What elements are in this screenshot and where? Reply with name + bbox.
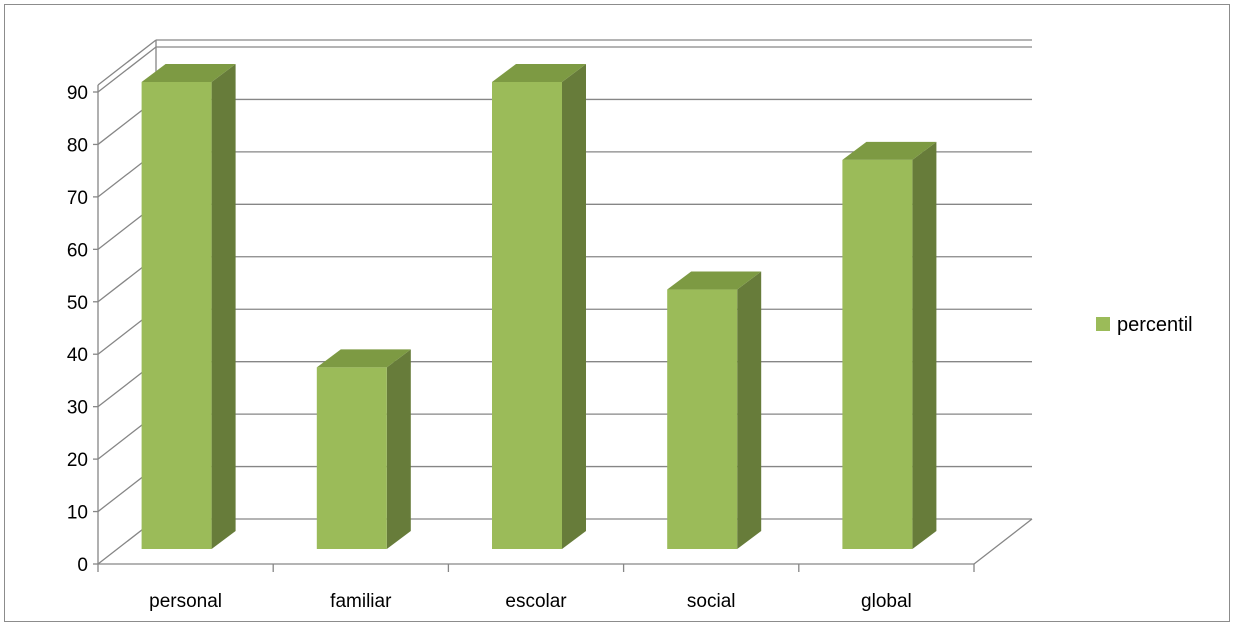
x-category-label: escolar xyxy=(505,591,567,612)
legend: percentil xyxy=(1096,314,1193,336)
y-tick-label: 10 xyxy=(67,503,88,524)
y-tick-label: 30 xyxy=(67,398,88,419)
floor-right-edge xyxy=(973,518,1033,565)
y-tick-label: 90 xyxy=(67,83,88,104)
bar-top xyxy=(492,64,586,82)
y-tick-label: 20 xyxy=(67,450,88,471)
bar-side xyxy=(737,271,762,549)
labels: 0 10 20 30 40 50 60 70 80 90 personal familiar escol… xyxy=(67,83,912,612)
x-category-label: social xyxy=(687,591,736,612)
x-category-label: global xyxy=(861,591,912,612)
y-tick-label: 80 xyxy=(67,135,88,156)
y-tick-label: 0 xyxy=(77,555,88,576)
bar xyxy=(316,367,387,549)
y-tick-label: 50 xyxy=(67,293,88,314)
bar-top xyxy=(667,271,762,290)
bar-side xyxy=(562,64,586,549)
y-tick-label: 60 xyxy=(67,240,88,261)
bar-top xyxy=(141,64,236,82)
legend-swatch xyxy=(1096,317,1110,331)
gridline-depth xyxy=(97,46,157,93)
bar xyxy=(492,82,562,549)
bar-top xyxy=(316,349,411,368)
y-tick-label: 40 xyxy=(67,345,88,366)
bar-top xyxy=(842,141,937,160)
bar-side xyxy=(386,349,411,549)
x-category-label: personal xyxy=(149,591,222,612)
bar xyxy=(667,289,738,549)
bar xyxy=(141,82,212,549)
bar xyxy=(842,159,913,550)
legend-label: percentil xyxy=(1117,314,1193,336)
y-tick-label: 70 xyxy=(67,188,88,209)
bar-side xyxy=(912,141,937,550)
x-category-label: familiar xyxy=(330,591,392,612)
bars xyxy=(141,64,937,550)
bar-side xyxy=(211,64,236,549)
gridline-depth xyxy=(97,39,157,86)
